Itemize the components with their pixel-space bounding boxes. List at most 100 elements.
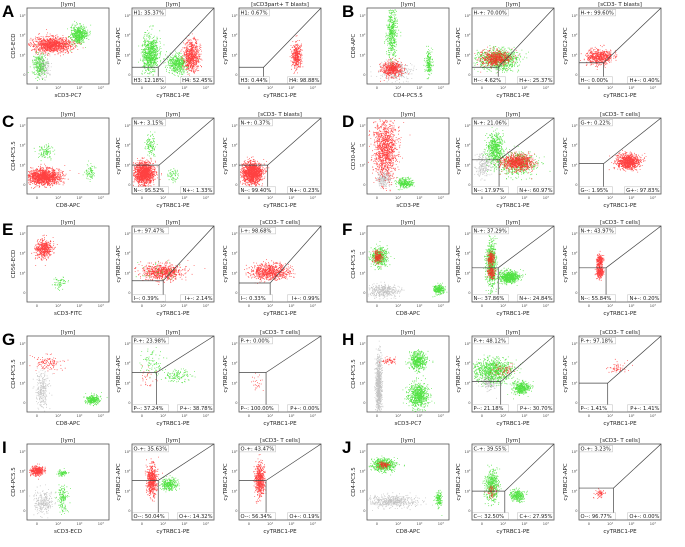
panel-e: E [lym] 0 0 10¹ 10¹ 10² 10² 10³ 10³ sCD3-FITC CD56-… [2, 220, 322, 317]
event-cluster [474, 46, 521, 73]
quadrant-br-percent: I+-: 0.99% [292, 296, 320, 302]
quadrant-label-box [239, 9, 270, 17]
y-tick-label: 0 [468, 509, 471, 513]
quadrant-gate[interactable] [239, 117, 322, 194]
plot-title: [sCD3- T cells] [260, 220, 300, 226]
panel-j: J [lym] 0 0 10¹ 10¹ 10² 10² 10³ 10³ CD8-APC CD4-PC5… [342, 438, 662, 535]
quadrant-gate[interactable] [132, 335, 215, 412]
y-axis-label: cyTRBC2-APC [456, 27, 462, 64]
x-tick-label: 10¹ [267, 196, 274, 200]
x-axis-label: cyTRBC1-PE [263, 311, 297, 317]
plot-title: [lym] [506, 112, 520, 118]
quadrant-gate[interactable] [132, 117, 215, 194]
quadrant-gate[interactable] [239, 335, 322, 412]
x-tick-label: 0 [481, 414, 484, 418]
quadrant-gate[interactable] [579, 117, 662, 194]
y-tick-label: 10¹ [464, 271, 471, 275]
quadrant-gate[interactable] [579, 443, 662, 520]
quadrant-tl-percent: P-+: 97.18% [581, 339, 613, 345]
quadrant-label-box [627, 404, 661, 412]
y-tick-label: 10² [231, 144, 238, 148]
y-tick-label: 10³ [231, 14, 238, 18]
plot-d1: [lym] 0 0 10¹ 10¹ 10² 10² 10³ 10³ sCD3-PE CD30-APC [351, 112, 450, 209]
x-tick-label: 0 [36, 196, 39, 200]
quadrant-tl-percent: O-+: 3.23% [581, 447, 611, 453]
y-tick-label: 10³ [124, 124, 131, 128]
event-cluster [482, 464, 502, 507]
x-tick-label: 0 [481, 304, 484, 308]
x-axis-label: cyTRBC1-PE [603, 203, 637, 209]
y-tick-label: 10³ [124, 14, 131, 18]
x-tick-label: 10² [628, 196, 635, 200]
y-tick-label: 10³ [359, 14, 366, 18]
quadrant-gate[interactable] [579, 335, 662, 412]
event-cluster [472, 354, 524, 387]
x-tick-label: 10¹ [500, 522, 507, 526]
y-tick-label: 10¹ [19, 271, 26, 275]
quadrant-bl-percent: H--: 0.00% [581, 78, 609, 84]
quadrant-gate[interactable] [472, 443, 555, 520]
x-tick-label: 10³ [543, 522, 550, 526]
quadrant-label-box [287, 512, 321, 520]
quadrant-label-box [472, 512, 509, 520]
y-tick-label: 0 [23, 401, 26, 405]
y-tick-label: 10³ [124, 232, 131, 236]
y-axis-label: cyTRBC2-APC [456, 137, 462, 174]
x-tick-label: 10² [76, 304, 83, 308]
quadrant-gate[interactable] [579, 225, 662, 302]
event-cluster [394, 176, 415, 191]
y-tick-label: 0 [23, 73, 26, 77]
quadrant-br-percent: N+-: 60.97% [519, 188, 552, 194]
plot-title: [lym] [166, 220, 180, 226]
x-tick-label: 10¹ [55, 414, 62, 418]
quadrant-label-box [517, 512, 554, 520]
y-tick-label: 0 [468, 401, 471, 405]
quadrant-br-percent: P+-: 30.70% [520, 406, 553, 412]
x-tick-label: 10³ [543, 196, 550, 200]
event-cluster [368, 241, 395, 271]
x-tick-label: 10² [628, 304, 635, 308]
plot-title: [lym] [61, 112, 75, 118]
x-tick-label: 10¹ [55, 522, 62, 526]
quadrant-gate[interactable] [472, 335, 555, 412]
quadrant-gate[interactable] [239, 443, 322, 520]
panel-a: A [lym] 0 0 10¹ 10¹ 10² 10² 10³ 10³ sCD3-PC7 CD5-EC… [2, 2, 322, 99]
event-cluster [423, 45, 434, 80]
panel-letter: G [2, 330, 15, 349]
event-cluster [135, 260, 180, 280]
y-tick-label: 10² [231, 252, 238, 256]
quadrant-gate[interactable] [472, 225, 555, 302]
quadrant-label-box [132, 294, 166, 302]
plot-title: [lym] [61, 2, 75, 8]
quadrant-bl-percent: P--: 100.00% [241, 406, 274, 412]
y-tick-label: 0 [235, 401, 238, 405]
y-tick-label: 0 [363, 401, 366, 405]
y-axis-label: cyTRBC2-APC [223, 245, 229, 282]
y-tick-label: 10² [359, 34, 366, 38]
quadrant-label-box [239, 186, 276, 194]
plot-d2: [lym] 0 0 10¹ 10¹ 10² 10² 10³ 10³ cyTRBC1-PE cyTRB… [456, 112, 555, 209]
y-tick-label: 10¹ [231, 489, 238, 493]
y-tick-label: 10³ [19, 124, 26, 128]
x-tick-label: 10³ [98, 522, 105, 526]
quadrant-label-box [579, 445, 613, 453]
quadrant-gate[interactable] [472, 117, 555, 194]
y-tick-label: 10¹ [464, 163, 471, 167]
y-tick-label: 10³ [571, 124, 578, 128]
plot-area [238, 443, 322, 521]
y-tick-label: 10¹ [19, 53, 26, 57]
x-tick-label: 10³ [438, 304, 445, 308]
event-cluster [83, 392, 108, 407]
x-axis-label: CD4-PC5.5 [393, 93, 423, 99]
plot-title: [lym] [401, 2, 415, 8]
x-axis-label: cyTRBC1-PE [156, 311, 190, 317]
quadrant-label-box [132, 119, 166, 127]
quadrant-tl-percent: H-+: 99.60% [581, 11, 614, 17]
y-axis-label: cyTRBC2-APC [563, 27, 569, 64]
y-tick-label: 10¹ [124, 271, 131, 275]
x-tick-label: 0 [36, 414, 39, 418]
quadrant-gate[interactable] [132, 443, 215, 520]
y-tick-label: 10¹ [464, 381, 471, 385]
x-tick-label: 0 [248, 196, 251, 200]
quadrant-bl-percent: P--: 1.41% [581, 406, 608, 412]
